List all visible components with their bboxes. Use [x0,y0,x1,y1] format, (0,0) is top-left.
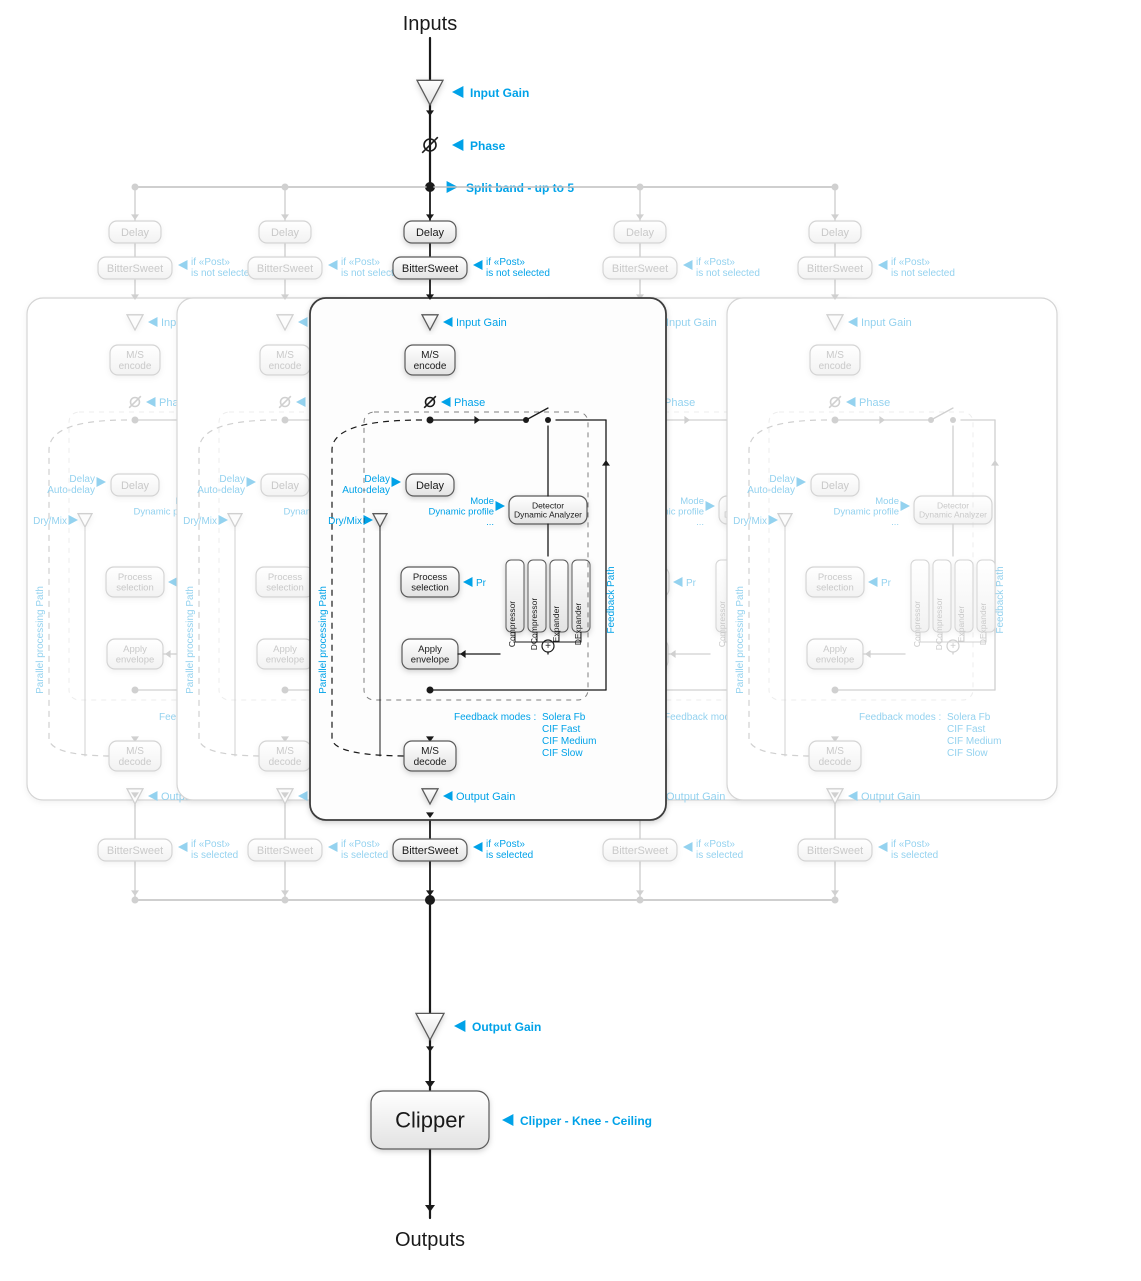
svg-text:Input Gain: Input Gain [456,317,507,329]
svg-text:selection: selection [411,583,449,594]
svg-text:Output Gain: Output Gain [456,791,515,803]
svg-text:Parallel processing Path: Parallel processing Path [318,586,329,694]
svg-text:envelope: envelope [411,655,450,666]
svg-text:+: + [545,641,551,652]
svg-text:Inputs: Inputs [403,13,457,35]
svg-text:Split band - up to 5: Split band - up to 5 [466,181,574,195]
svg-text:M/S: M/S [421,350,439,361]
diagram-svg: Inputs Input Gain Phase Split band - up to … [0,0,1141,1281]
svg-text:Delay: Delay [416,227,445,239]
svg-text:Feedback modes :: Feedback modes : [454,712,536,723]
svg-text:encode: encode [414,361,447,372]
svg-text:Phase: Phase [470,139,506,153]
svg-text:Feedback Path: Feedback Path [606,566,617,633]
svg-text:M/S: M/S [421,746,439,757]
svg-text:Input Gain: Input Gain [470,86,529,100]
svg-text:Outputs: Outputs [395,1229,465,1251]
svg-text:Dynamic Analyzer: Dynamic Analyzer [514,510,582,520]
svg-text:Phase: Phase [454,397,485,409]
svg-text:Process: Process [413,572,448,583]
svg-text:Clipper - Knee - Ceiling: Clipper - Knee - Ceiling [520,1114,652,1128]
svg-text:Output Gain: Output Gain [472,1020,541,1034]
svg-text:Clipper: Clipper [395,1108,465,1133]
svg-text:Dry/Mix: Dry/Mix [328,516,362,527]
svg-text:Delay: Delay [416,480,445,492]
svg-text:Pr: Pr [476,578,487,589]
svg-text:BitterSweet: BitterSweet [402,263,458,275]
svg-text:Apply: Apply [418,644,442,655]
svg-text:BitterSweet: BitterSweet [402,845,458,857]
diagram-canvas: Inputs Input Gain Phase Split band - up to … [0,0,1141,1281]
svg-text:decode: decode [414,757,447,768]
